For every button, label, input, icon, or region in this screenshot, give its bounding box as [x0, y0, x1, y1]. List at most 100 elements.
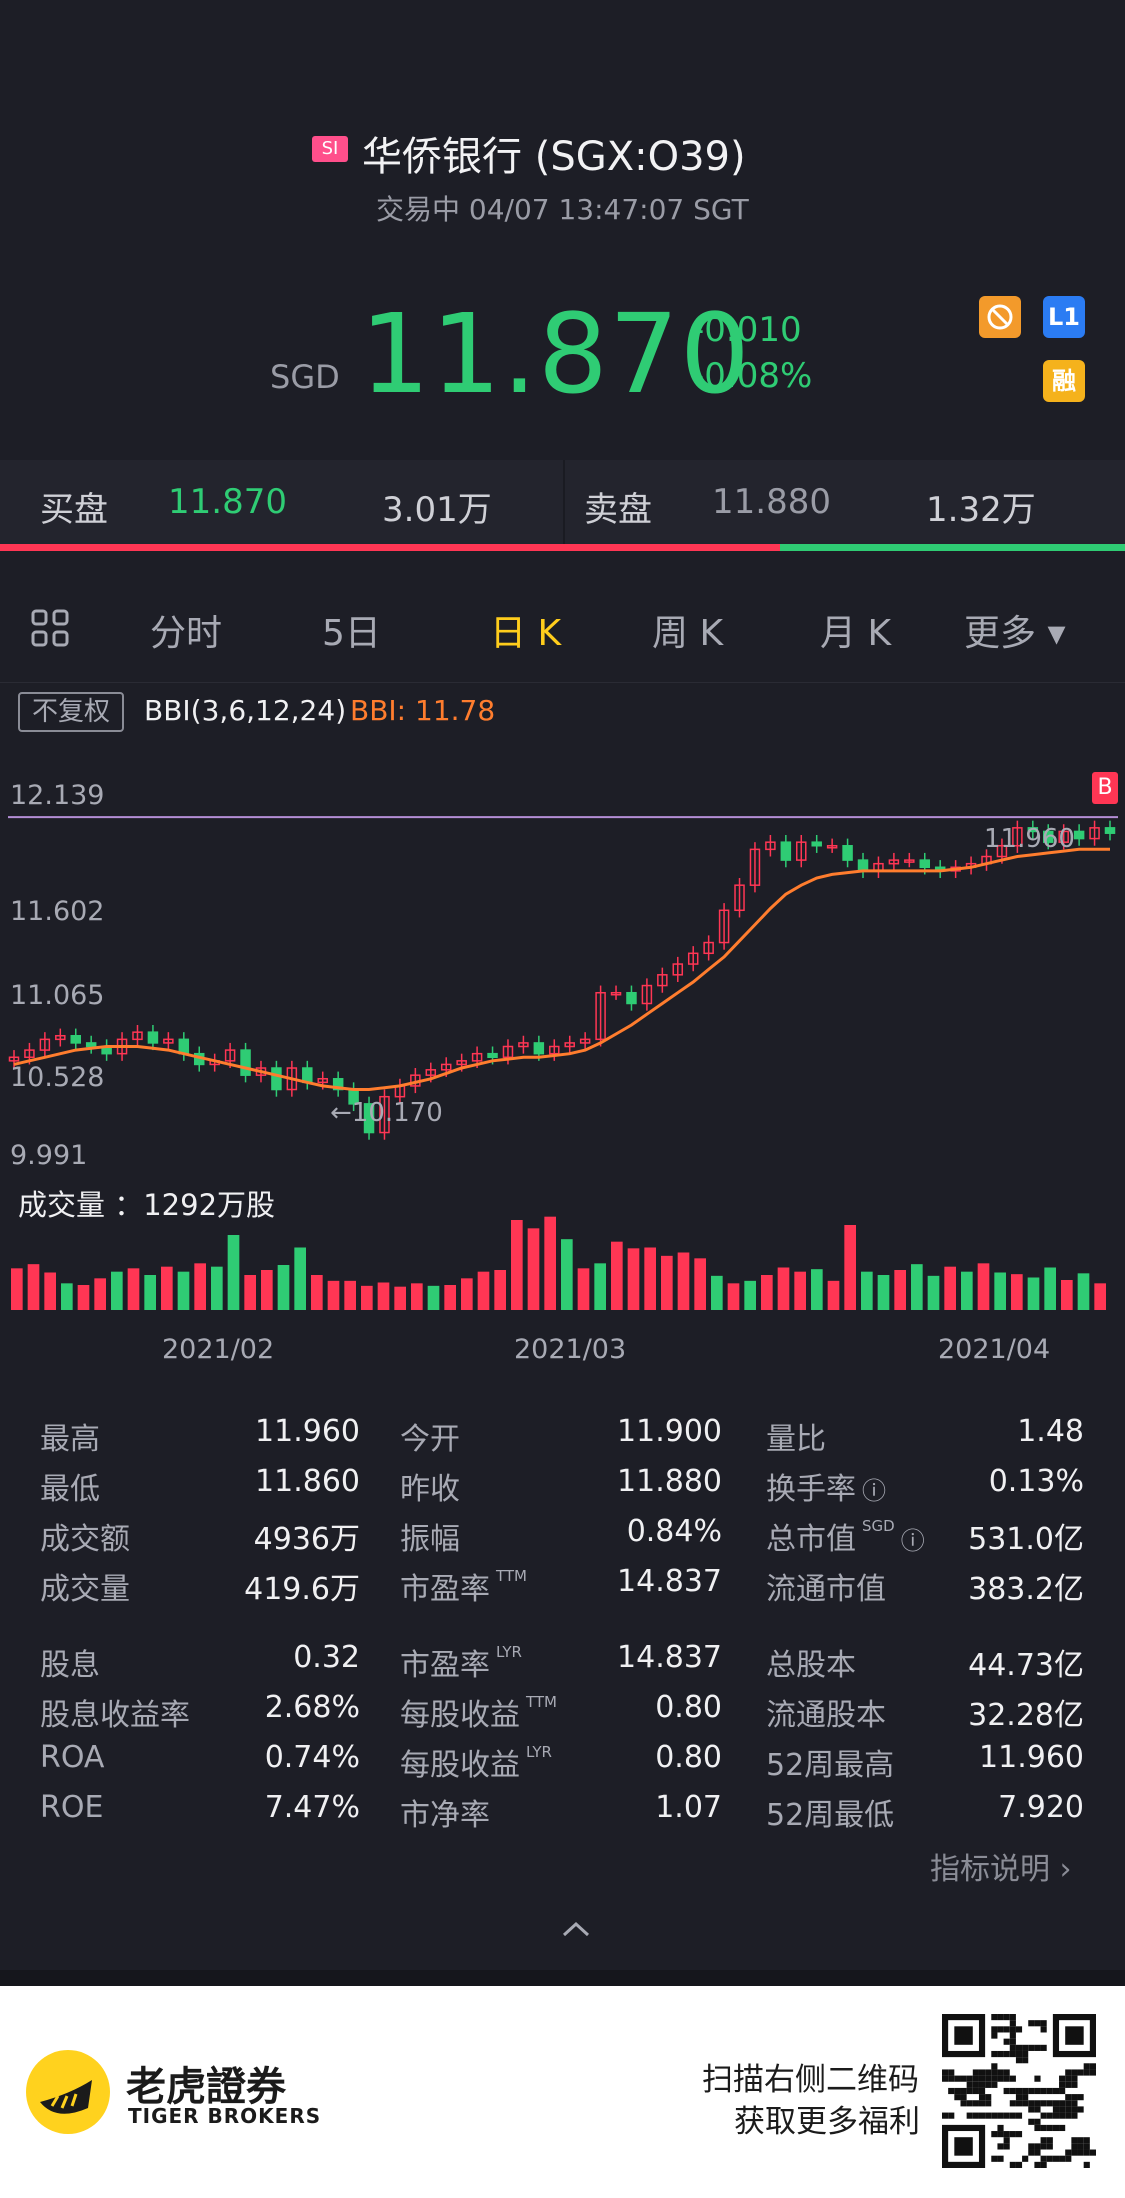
stat-value: 531.0亿 [968, 1522, 1084, 1557]
qr-module [1022, 2087, 1029, 2095]
qr-module [1034, 2100, 1041, 2107]
tab-5day[interactable]: 5日 [322, 613, 381, 654]
volume-bar [261, 1270, 273, 1310]
y-tick: 11.065 [10, 980, 105, 1011]
tab-monthly-k[interactable]: 月 K [820, 613, 892, 654]
volume-bar [361, 1285, 373, 1310]
qr-code-icon[interactable] [942, 2014, 1096, 2168]
volume-bar [411, 1283, 423, 1310]
volume-bar [744, 1280, 756, 1310]
candle-body [317, 1078, 328, 1084]
adjust-toggle[interactable]: 不复权 [18, 692, 124, 732]
qr-module [1015, 2100, 1023, 2107]
stat-label: 成交量 [40, 1572, 130, 1607]
tab-weekly-k[interactable]: 周 K [652, 613, 724, 654]
qr-module [1003, 2038, 1010, 2045]
tab-more[interactable]: 更多 ▾ [964, 613, 1066, 654]
candle-body [1073, 830, 1085, 840]
candle-body [579, 1038, 591, 1044]
qr-module [1028, 2087, 1035, 2095]
qr-module [978, 2087, 986, 2095]
stat-label-superscript: LYR [526, 1743, 552, 1761]
volume-bar [1061, 1280, 1073, 1310]
candle-body [147, 1031, 159, 1044]
stat-value: 0.32 [293, 1640, 360, 1675]
qr-module [1065, 2094, 1072, 2101]
no-short-icon[interactable] [979, 296, 1021, 338]
qr-module [997, 2112, 1004, 2119]
ask-price: 11.880 [712, 482, 831, 522]
volume-bar [577, 1268, 590, 1310]
qr-module [1009, 2075, 1016, 2082]
margin-badge[interactable]: 融 [1043, 360, 1085, 402]
volume-bar [811, 1269, 823, 1310]
qr-module [1071, 2149, 1078, 2156]
qr-module [1046, 2137, 1053, 2144]
qr-module [1003, 2131, 1010, 2138]
level1-badge[interactable]: L1 [1043, 296, 1085, 338]
candle-body [456, 1060, 467, 1066]
qr-module [1052, 2087, 1060, 2095]
volume-bar [944, 1266, 956, 1310]
qr-module [985, 2100, 992, 2107]
bbi-params[interactable]: BBI(3,6,12,24) [144, 694, 347, 727]
candle-body [687, 952, 699, 965]
qr-module [1052, 2106, 1060, 2113]
info-icon[interactable]: ⓘ [862, 1477, 886, 1505]
qr-module [985, 2112, 992, 2119]
info-icon[interactable]: ⓘ [900, 1527, 925, 1555]
qr-module [960, 2075, 967, 2082]
stat-label: 成交额 [40, 1522, 130, 1557]
candle-body [85, 1042, 97, 1048]
qr-module [997, 2124, 1004, 2132]
volume-bar [327, 1280, 340, 1310]
candle-body [363, 1103, 375, 1134]
candle-body [888, 859, 900, 865]
stat-label: 每股收益 TTM [400, 1693, 558, 1733]
volume-bar [344, 1280, 356, 1310]
stat-label-superscript: SGD [862, 1517, 895, 1535]
stat-label: 股息 [40, 1648, 100, 1683]
buy-marker-badge[interactable]: B [1092, 772, 1118, 804]
tab-daily-k[interactable]: 日 K [490, 613, 562, 654]
qr-module [1077, 2069, 1084, 2076]
candle-body [271, 1067, 282, 1091]
bid-label: 买盘 [40, 490, 108, 530]
stat-label-superscript: LYR [496, 1643, 522, 1661]
qr-module [1059, 2124, 1066, 2132]
tab-divider [0, 682, 1125, 683]
stat-value: 0.80 [655, 1690, 722, 1725]
stat-value: 11.860 [255, 1464, 360, 1499]
qr-module [1083, 2143, 1090, 2150]
collapse-chevron-icon[interactable] [560, 1908, 592, 1948]
stat-label: 昨收 [400, 1472, 460, 1507]
volume-bar [144, 1275, 156, 1310]
qr-module [978, 2094, 986, 2101]
qr-module [1015, 2094, 1023, 2101]
qr-module [1028, 2020, 1035, 2027]
qr-module [1046, 2124, 1053, 2132]
qr-module [1022, 2057, 1029, 2064]
candle-body [857, 859, 869, 872]
qr-module [1015, 2112, 1023, 2119]
tab-intraday[interactable]: 分时 [150, 613, 223, 654]
order-book-divider [563, 460, 565, 548]
qr-module [1015, 2087, 1023, 2095]
grid-menu-icon[interactable] [30, 608, 70, 648]
qr-module [1028, 2149, 1035, 2156]
qr-module [954, 2075, 961, 2082]
qr-module [942, 2069, 949, 2076]
qr-module [1046, 2143, 1053, 2150]
indicator-explanation-link[interactable]: 指标说明 › [930, 1852, 1072, 1887]
x-tick: 2021/02 [162, 1334, 275, 1365]
volume-bar [1027, 1277, 1040, 1310]
qr-module [1040, 2112, 1047, 2119]
stat-label: 股息收益率 [40, 1698, 190, 1733]
qr-module [972, 2075, 979, 2082]
stat-value: 4936万 [253, 1522, 360, 1557]
qr-module [966, 2087, 973, 2095]
qr-module [1071, 2137, 1078, 2144]
qr-module [972, 2069, 979, 2076]
bbi-value: BBI: 11.78 [350, 694, 496, 727]
kline-chart[interactable] [0, 740, 1125, 1360]
